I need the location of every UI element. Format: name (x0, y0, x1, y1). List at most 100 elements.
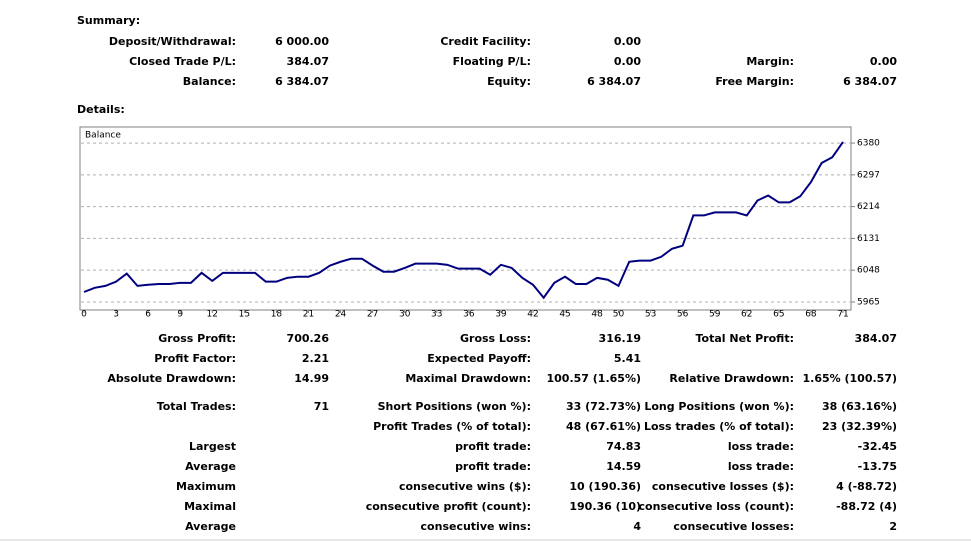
x-tick-label: 21 (303, 310, 314, 320)
field-label: consecutive losses: (673, 520, 794, 533)
field-label: Margin: (746, 55, 794, 68)
field-label: Balance: (183, 75, 236, 88)
field-label: Total Trades: (157, 400, 236, 413)
field-value: 4 (633, 520, 641, 533)
field-value: 10 (190.36) (569, 480, 641, 493)
field-label: Relative Drawdown: (669, 372, 794, 385)
field-value: 14.59 (606, 460, 641, 473)
field-label: consecutive loss (count): (639, 500, 794, 513)
field-value: 316.19 (599, 332, 641, 345)
field-label: loss trade: (728, 460, 794, 473)
x-tick-label: 56 (677, 310, 689, 320)
field-label: Free Margin: (715, 75, 794, 88)
field-label: Maximal (184, 500, 236, 513)
field-value: 0.00 (614, 35, 641, 48)
x-tick-label: 48 (591, 310, 603, 320)
field-value: 5.41 (614, 352, 641, 365)
field-value: 700.26 (287, 332, 330, 345)
field-value: 33 (72.73%) (566, 400, 641, 413)
field-value: 6 384.07 (843, 75, 897, 88)
x-tick-label: 33 (431, 310, 442, 320)
field-label: Deposit/Withdrawal: (109, 35, 236, 48)
y-tick-label: 6380 (857, 139, 880, 149)
field-value: 4 (-88.72) (836, 480, 897, 493)
x-tick-label: 27 (367, 310, 378, 320)
chart-frame (79, 126, 852, 311)
field-value: 14.99 (294, 372, 329, 385)
y-tick-label: 6048 (857, 266, 880, 276)
y-tick-label: 6131 (857, 234, 880, 244)
summary-title: Summary: (77, 14, 140, 27)
field-value: 38 (63.16%) (822, 400, 897, 413)
field-label: profit trade: (455, 460, 531, 473)
field-label: Expected Payoff: (427, 352, 531, 365)
field-value: 23 (32.39%) (822, 420, 897, 433)
field-value: 384.07 (855, 332, 897, 345)
field-label: Total Net Profit: (696, 332, 795, 345)
field-label: consecutive losses ($): (652, 480, 794, 493)
field-value: 6 000.00 (275, 35, 329, 48)
field-value: 0.00 (870, 55, 897, 68)
x-tick-label: 62 (741, 310, 752, 320)
field-value: -13.75 (858, 460, 897, 473)
field-label: consecutive wins: (421, 520, 531, 533)
field-label: consecutive profit (count): (366, 500, 531, 513)
field-label: Largest (189, 440, 236, 453)
x-tick-label: 30 (399, 310, 411, 320)
field-label: Gross Loss: (460, 332, 531, 345)
field-label: Closed Trade P/L: (129, 55, 236, 68)
field-value: 100.57 (1.65%) (547, 372, 642, 385)
field-label: Absolute Drawdown: (107, 372, 236, 385)
field-label: consecutive wins ($): (399, 480, 531, 493)
field-value: -32.45 (858, 440, 897, 453)
field-value: 6 384.07 (587, 75, 641, 88)
x-tick-label: 24 (335, 310, 347, 320)
field-value: 190.36 (10) (569, 500, 641, 513)
x-tick-label: 39 (495, 310, 507, 320)
y-tick-label: 6297 (857, 170, 880, 180)
x-tick-label: 12 (207, 310, 218, 320)
x-tick-label: 45 (559, 310, 570, 320)
field-value: 74.83 (606, 440, 641, 453)
field-label: Average (185, 520, 236, 533)
x-tick-label: 50 (613, 310, 625, 320)
field-value: 6 384.07 (275, 75, 329, 88)
field-value: 384.07 (287, 55, 329, 68)
field-label: Maximal Drawdown: (405, 372, 531, 385)
x-tick-label: 42 (527, 310, 538, 320)
field-label: profit trade: (455, 440, 531, 453)
field-value: 48 (67.61%) (566, 420, 641, 433)
field-value: 2.21 (302, 352, 329, 365)
legend-label: Balance (85, 131, 121, 141)
field-value: 0.00 (614, 55, 641, 68)
field-value: -88.72 (4) (836, 500, 897, 513)
field-label: Profit Trades (% of total): (373, 420, 531, 433)
field-label: loss trade: (728, 440, 794, 453)
y-tick-label: 6214 (857, 202, 880, 212)
balance-line (83, 141, 844, 300)
field-label: Equity: (487, 75, 531, 88)
field-label: Credit Facility: (440, 35, 531, 48)
y-tick-label: 5965 (857, 297, 880, 307)
x-tick-label: 59 (709, 310, 721, 320)
field-value: 71 (314, 400, 329, 413)
x-tick-label: 15 (239, 310, 250, 320)
field-label: Floating P/L: (453, 55, 531, 68)
x-tick-label: 71 (837, 310, 848, 320)
field-label: Long Positions (won %): (644, 400, 794, 413)
x-tick-label: 18 (271, 310, 283, 320)
field-label: Maximum (176, 480, 236, 493)
field-value: 2 (889, 520, 897, 533)
x-tick-label: 68 (805, 310, 817, 320)
field-label: Average (185, 460, 236, 473)
x-tick-label: 53 (645, 310, 656, 320)
field-label: Loss trades (% of total): (644, 420, 794, 433)
x-tick-label: 6 (145, 310, 151, 320)
field-label: Short Positions (won %): (378, 400, 531, 413)
field-value: 1.65% (100.57) (803, 372, 898, 385)
x-tick-label: 9 (177, 310, 183, 320)
x-tick-label: 3 (113, 310, 119, 320)
x-tick-label: 0 (81, 310, 87, 320)
